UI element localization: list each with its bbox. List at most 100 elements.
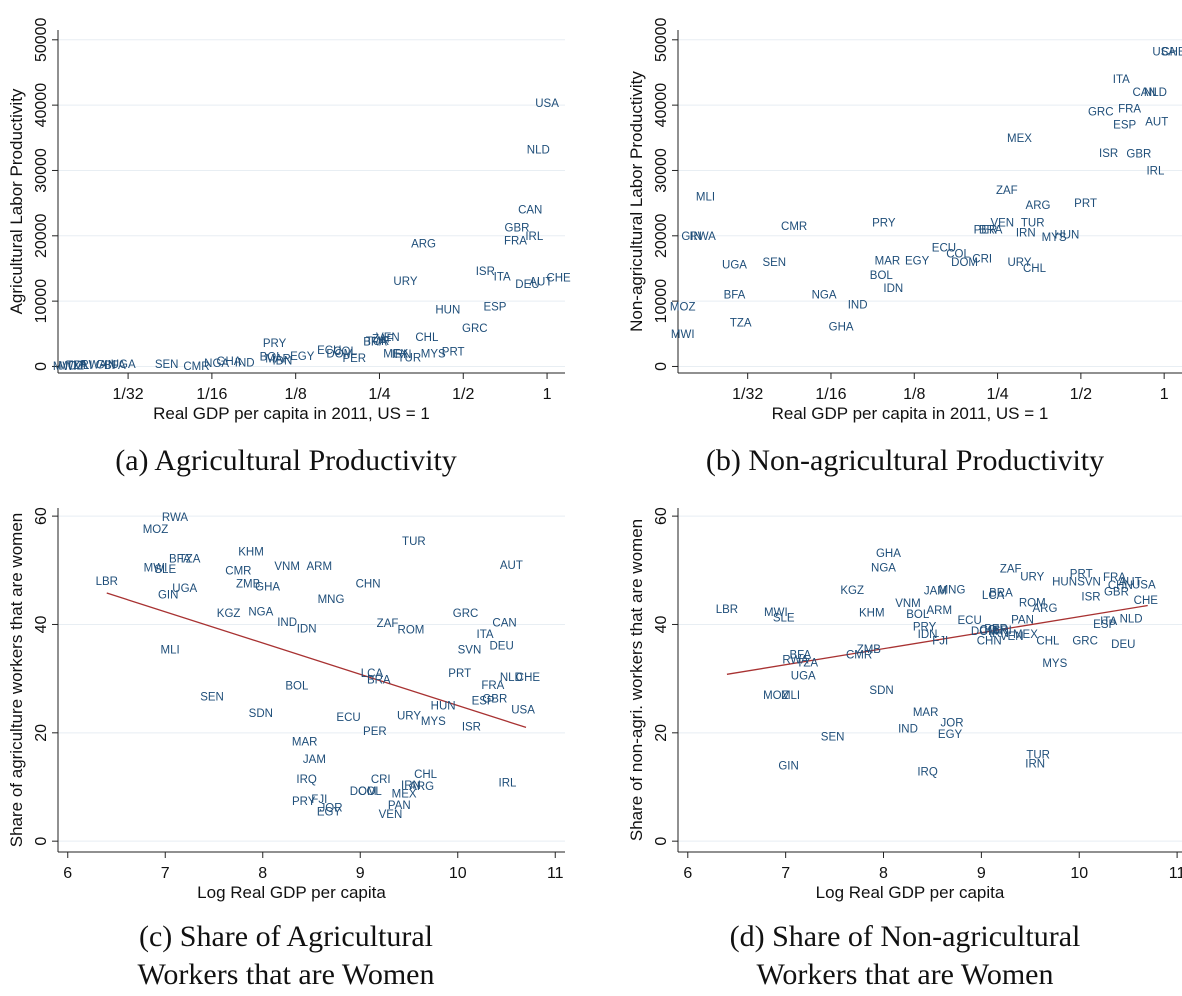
data-point-label: RWA — [782, 655, 809, 667]
data-point-label: PRY — [913, 622, 937, 634]
data-point-label: AUT — [529, 277, 552, 289]
data-point-label: URY — [1007, 257, 1031, 269]
data-point-label: MOZ — [763, 690, 789, 702]
data-point-label: PER — [984, 623, 1008, 635]
data-point-label: MLI — [781, 690, 800, 702]
data-point-label: BRA — [989, 588, 1013, 600]
data-point-label: MYS — [421, 716, 446, 728]
data-point-label: IRL — [499, 778, 518, 790]
y-axis-label: Share of agriculture workers that are wo… — [7, 513, 26, 848]
data-point-label: NLD — [527, 145, 550, 157]
data-point-label: GIN — [96, 360, 116, 372]
data-point-label: IRL — [525, 231, 544, 243]
data-point-label: TUR — [402, 536, 426, 548]
data-point-label: USA — [535, 98, 559, 110]
data-point-label: UGA — [791, 670, 816, 682]
data-point-label: FRA — [1118, 103, 1141, 115]
data-point-label: TZA — [730, 318, 752, 330]
data-point-label: DEU — [489, 641, 513, 653]
data-point-label: IND — [235, 358, 255, 370]
data-point-label: MOZ — [58, 360, 84, 372]
data-point-label: MOZ — [670, 301, 696, 313]
data-point-label: GBR — [482, 694, 507, 706]
x-tick-label: 8 — [879, 865, 888, 882]
data-point-label: CMR — [183, 361, 209, 373]
data-point-label: SEN — [821, 732, 845, 744]
y-tick-label: 40 — [653, 615, 670, 633]
data-point-label: ZMB — [236, 578, 261, 590]
data-point-label: KGZ — [217, 608, 241, 620]
data-point-label: MYS — [1042, 232, 1067, 244]
data-point-label: IRQ — [296, 774, 317, 786]
data-point-label: PER — [342, 353, 366, 365]
data-point-label: PRT — [448, 668, 471, 680]
data-point-label: URY — [397, 710, 421, 722]
data-point-label: MLI — [161, 644, 180, 656]
data-point-label: CHE — [516, 672, 541, 684]
data-point-label: ROM — [398, 624, 425, 636]
data-point-label: SLE — [154, 564, 176, 576]
data-point-label: MWI — [671, 329, 695, 341]
data-point-label: TUR — [1026, 749, 1050, 761]
data-point-label: CHN — [356, 578, 381, 590]
data-point-label: USA — [511, 705, 535, 717]
data-point-label: GHA — [829, 322, 854, 334]
data-point-label: ZMB — [857, 644, 882, 656]
data-point-label: IND — [848, 299, 868, 311]
y-tick-label: 0 — [33, 362, 50, 371]
data-point-label: CHL — [414, 769, 438, 781]
data-point-label: UGA — [722, 260, 747, 272]
data-point-label: CRI — [972, 254, 992, 266]
y-tick-label: 50000 — [33, 17, 50, 62]
y-axis-label: Share of non-agri. workers that are wome… — [627, 519, 646, 841]
data-point-label: SVN — [1077, 577, 1101, 589]
data-point-label: AUT — [1119, 577, 1142, 589]
data-point-label: NGA — [812, 290, 837, 302]
data-point-label: MAR — [913, 707, 939, 719]
data-point-label: PER — [363, 726, 387, 738]
x-tick-label: 1/8 — [903, 386, 925, 403]
data-point-label: MEX — [383, 348, 408, 360]
data-point-label: KGZ — [840, 585, 864, 597]
data-point-label: PAN — [388, 800, 411, 812]
data-point-label: GIN — [158, 590, 178, 602]
data-point-label: ZAF — [377, 618, 399, 630]
y-tick-label: 40000 — [653, 83, 670, 128]
data-point-label: BFA — [169, 553, 191, 565]
x-tick-label: 6 — [683, 865, 692, 882]
data-point-label: IDN — [297, 623, 317, 635]
data-point-label: RWA — [162, 512, 189, 524]
x-tick-label: 1/2 — [1070, 386, 1092, 403]
data-point-label: PRT — [1074, 198, 1097, 210]
data-point-label: IRN — [989, 628, 1009, 640]
x-tick-label: 6 — [63, 865, 72, 882]
data-point-label: VNM — [895, 598, 921, 610]
x-tick-label: 1/4 — [986, 386, 1008, 403]
data-point-label: PRT — [1070, 569, 1093, 581]
data-point-label: ISR — [462, 721, 481, 733]
data-point-label: MWI — [144, 563, 168, 575]
data-point-label: JAM — [924, 585, 947, 597]
data-point-label: MAR — [265, 354, 291, 366]
data-point-label: IRL — [1146, 165, 1165, 177]
data-point-label: TZA — [796, 657, 818, 669]
data-point-label: CHL — [415, 332, 439, 344]
data-point-label: ROM — [1019, 597, 1046, 609]
data-point-label: LBR — [96, 576, 118, 588]
data-point-label: JAM — [303, 754, 326, 766]
data-point-label: MEX — [1007, 133, 1032, 145]
data-point-label: MNG — [318, 594, 345, 606]
data-point-label: AUT — [500, 560, 523, 572]
data-point-label: CMR — [846, 649, 872, 661]
data-point-label: SVN — [458, 644, 482, 656]
data-point-label: IDN — [918, 629, 938, 641]
data-point-label: BRA — [363, 337, 387, 349]
data-point-label: PAN — [1011, 615, 1034, 627]
data-point-label: ISR — [1099, 148, 1118, 160]
data-point-label: MAR — [875, 256, 901, 268]
data-point-label: IRN — [1025, 759, 1045, 771]
data-point-label: MNG — [939, 584, 966, 596]
data-point-label: DOM — [326, 348, 353, 360]
data-point-label: TZA — [179, 553, 201, 565]
